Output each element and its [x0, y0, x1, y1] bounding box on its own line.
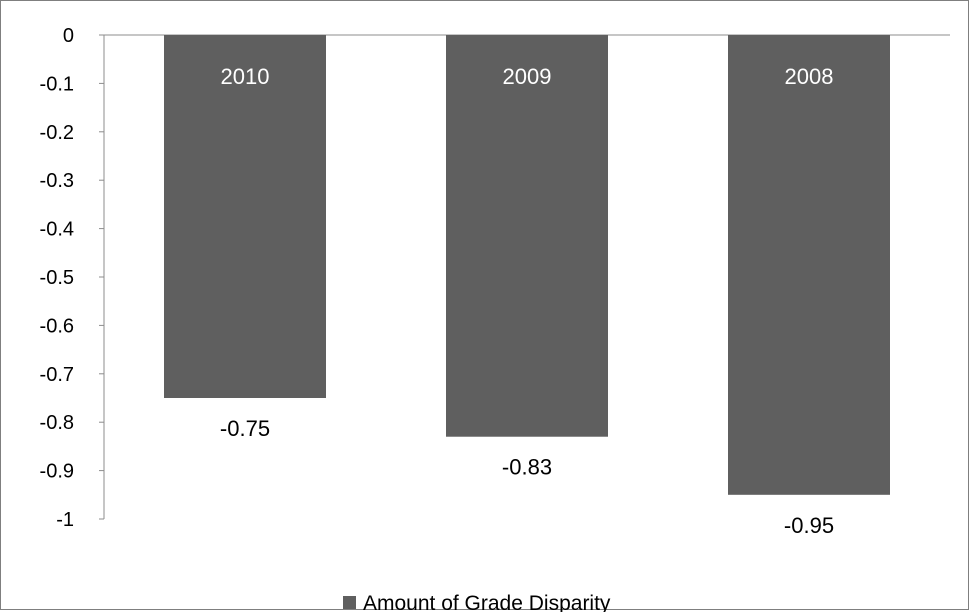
category-label-2010: 2010 — [221, 64, 270, 89]
y-tick-label: -0.6 — [40, 315, 74, 337]
data-label-2008: -0.95 — [784, 513, 834, 538]
category-label-2009: 2009 — [503, 64, 552, 89]
y-tick-label: -0.8 — [40, 412, 74, 434]
y-tick-label: -0.7 — [40, 364, 74, 386]
data-label-2010: -0.75 — [220, 416, 270, 441]
y-tick-label: -0.3 — [40, 170, 74, 192]
y-tick-label: -0.2 — [40, 122, 74, 144]
data-label-2009: -0.83 — [502, 455, 552, 480]
bar-2010 — [164, 35, 326, 398]
y-tick-label: -0.4 — [40, 219, 74, 241]
y-tick-label: -0.1 — [40, 73, 74, 95]
legend-swatch — [343, 596, 356, 609]
bar-2009 — [446, 35, 608, 437]
bar-2008 — [728, 35, 890, 495]
labels-layer: 2010 -0.75 2009 -0.83 2008 -0.95 — [220, 64, 834, 538]
y-tick-label: -0.9 — [40, 461, 74, 483]
y-tick-label: -0.5 — [40, 267, 74, 289]
legend: Amount of Grade Disparity — [343, 592, 611, 612]
legend-label: Amount of Grade Disparity — [363, 592, 611, 612]
y-tick-label: -1 — [56, 509, 74, 531]
y-tick-label: 0 — [63, 25, 74, 47]
category-label-2008: 2008 — [785, 64, 834, 89]
bars-layer — [164, 35, 890, 495]
